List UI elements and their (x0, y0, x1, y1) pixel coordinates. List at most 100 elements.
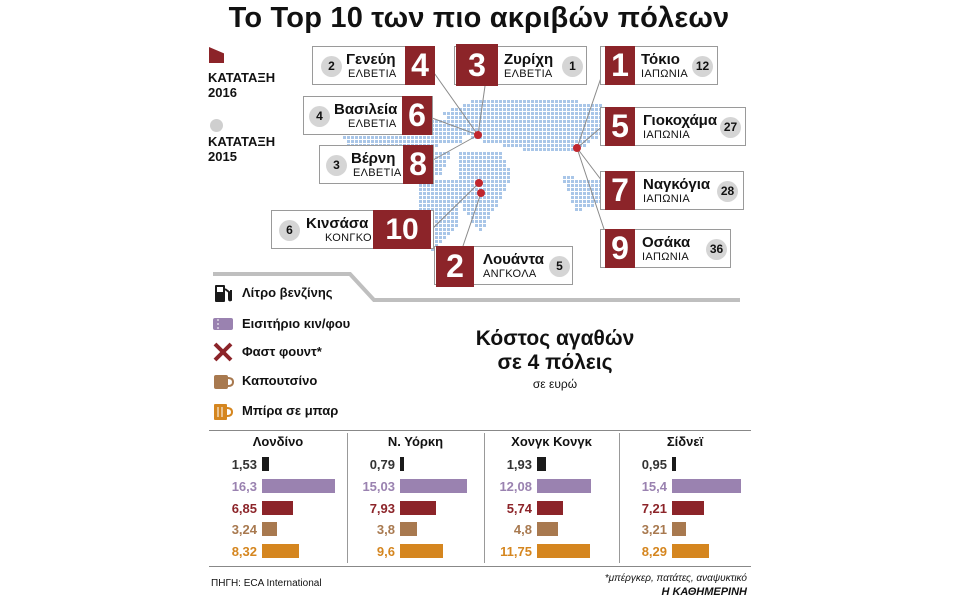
map-dot (447, 192, 450, 195)
goods-legend-label: Μπίρα σε μπαρ (242, 403, 339, 418)
map-dot (543, 116, 546, 119)
map-dot (491, 196, 494, 199)
map-dot (531, 136, 534, 139)
city-country: ΙΑΠΩΝΙΑ (643, 193, 690, 205)
map-dot (463, 120, 466, 123)
data-label: 6,85 (231, 501, 257, 516)
map-dot (491, 160, 494, 163)
rank-2016-badge: 9 (605, 229, 635, 268)
map-dot (455, 124, 458, 127)
map-dot (451, 180, 454, 183)
map-dot (483, 204, 486, 207)
map-dot (447, 152, 450, 155)
map-dot (563, 128, 566, 131)
map-dot (535, 104, 538, 107)
map-dot (511, 100, 514, 103)
map-dot (495, 100, 498, 103)
map-dot (579, 112, 582, 115)
map-dot (431, 200, 434, 203)
map-dot (487, 152, 490, 155)
map-dot (347, 136, 350, 139)
map-dot (419, 200, 422, 203)
map-dot (459, 188, 462, 191)
connector-line (576, 147, 606, 233)
map-dot (483, 104, 486, 107)
map-dot (439, 212, 442, 215)
map-dot (439, 172, 442, 175)
map-dot (431, 208, 434, 211)
map-dot (487, 200, 490, 203)
map-dot (435, 204, 438, 207)
map-dot (479, 108, 482, 111)
map-dot (587, 124, 590, 127)
city-column-header: Σίδνεϊ (666, 434, 704, 449)
map-dot (491, 172, 494, 175)
map-dot (455, 116, 458, 119)
map-dot (487, 180, 490, 183)
map-dot (419, 208, 422, 211)
city-name: Κινσάσα (306, 215, 369, 232)
map-dot (523, 104, 526, 107)
map-dot (439, 228, 442, 231)
map-dot (479, 152, 482, 155)
map-dot (539, 132, 542, 135)
map-dot (467, 124, 470, 127)
map-dot (439, 160, 442, 163)
map-dot (435, 196, 438, 199)
map-dot (367, 136, 370, 139)
map-dot (567, 128, 570, 131)
goods-legend-label: Εισιτήριο κιν/φου (242, 316, 351, 331)
map-dot (503, 128, 506, 131)
map-dot (591, 128, 594, 131)
map-dot (467, 204, 470, 207)
map-dot (443, 216, 446, 219)
map-dot (423, 192, 426, 195)
map-dot (467, 112, 470, 115)
map-dot (475, 112, 478, 115)
map-dot (435, 128, 438, 131)
map-dot (459, 168, 462, 171)
map-dot (515, 104, 518, 107)
map-dot (483, 184, 486, 187)
data-label: 8,29 (641, 544, 667, 559)
map-dot (475, 220, 478, 223)
map-dot (447, 220, 450, 223)
map-dot (467, 108, 470, 111)
map-dot (467, 176, 470, 179)
map-dot (547, 136, 550, 139)
map-dot (543, 128, 546, 131)
map-dot (491, 104, 494, 107)
map-dot (499, 164, 502, 167)
cost-bar (537, 522, 559, 536)
map-dot (443, 156, 446, 159)
city-location-dot (475, 179, 483, 187)
rank-2016-badge: 7 (605, 171, 635, 210)
map-dot (491, 156, 494, 159)
map-dot (551, 108, 554, 111)
prev-rank-circle: 28 (717, 181, 738, 202)
map-dot (567, 184, 570, 187)
table-top-rule (209, 430, 751, 431)
ticket-icon (212, 313, 234, 340)
map-dot (467, 156, 470, 159)
map-dot (475, 160, 478, 163)
map-dot (499, 104, 502, 107)
map-dot (547, 104, 550, 107)
map-dot (431, 248, 434, 251)
map-dot (519, 116, 522, 119)
map-dot (507, 112, 510, 115)
map-dot (531, 148, 534, 151)
map-dot (511, 112, 514, 115)
map-dot (519, 124, 522, 127)
map-dot (499, 160, 502, 163)
prev-rank-circle: 27 (720, 117, 741, 138)
map-dot (523, 100, 526, 103)
map-dot (511, 120, 514, 123)
map-dot (495, 168, 498, 171)
map-dot (479, 176, 482, 179)
goods-legend-label: Καπουτσίνο (242, 373, 318, 388)
map-dot (519, 120, 522, 123)
map-dot (499, 188, 502, 191)
map-dot (499, 124, 502, 127)
map-dot (443, 160, 446, 163)
